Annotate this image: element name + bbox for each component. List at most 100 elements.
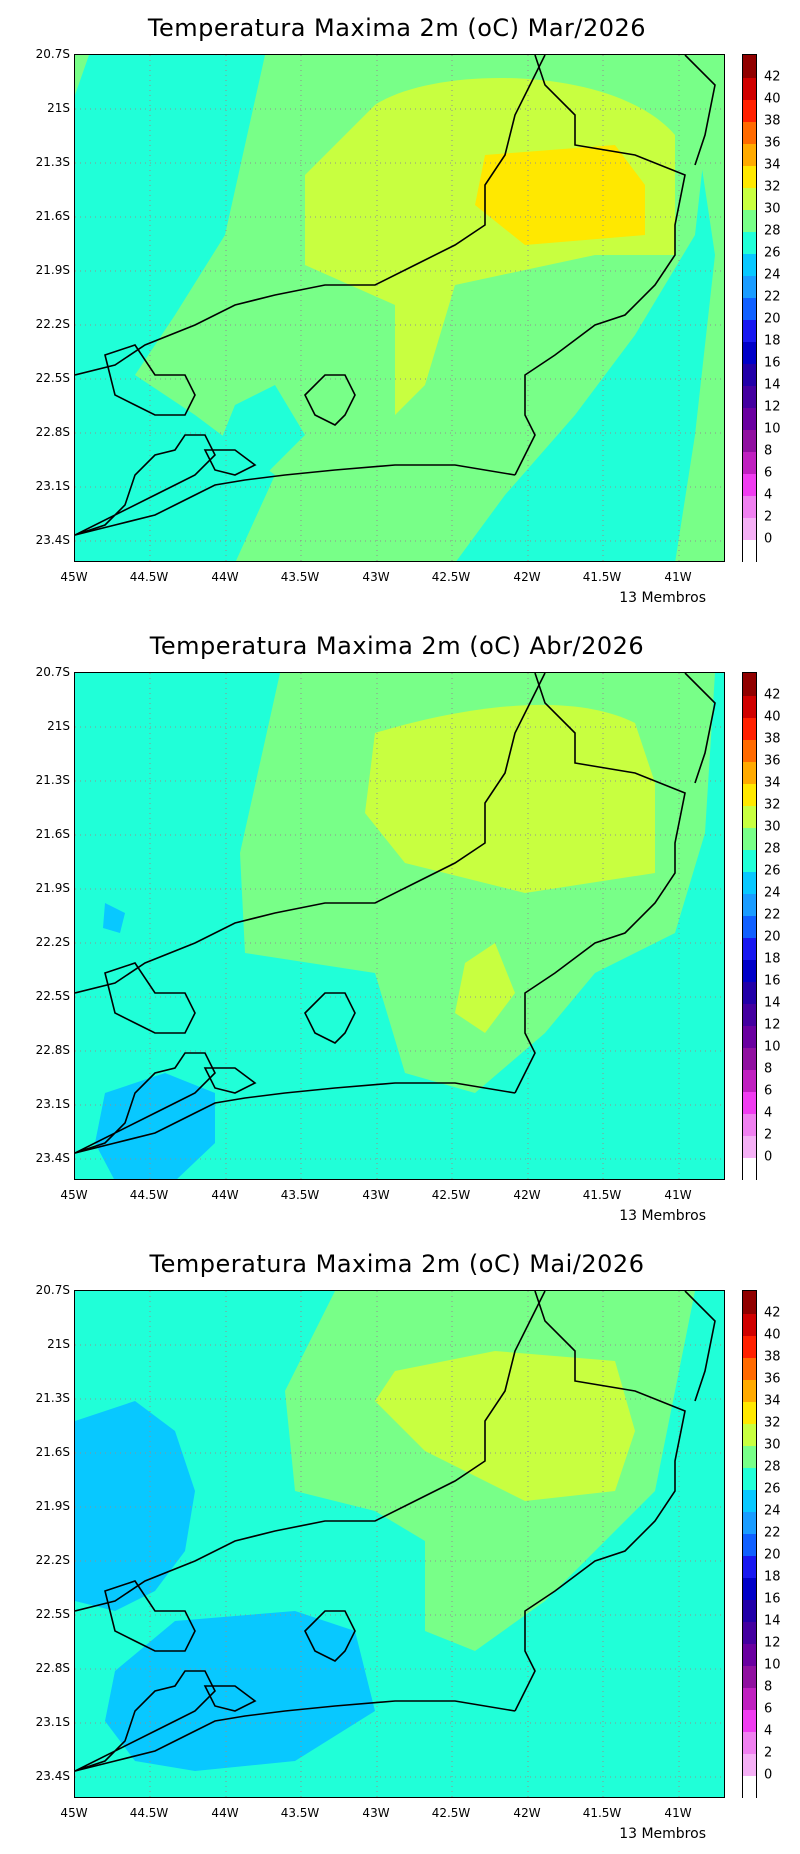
x-tick: 44.5W	[129, 1806, 169, 1820]
colorbar-label: 12	[764, 1635, 781, 1651]
colorbar-label: 40	[764, 1327, 781, 1343]
colorbar-swatch	[743, 1113, 756, 1136]
y-tick: 21S	[47, 101, 70, 115]
colorbar-swatch	[743, 739, 756, 762]
y-tick: 22.8S	[35, 1661, 70, 1675]
colorbar-label: 14	[764, 377, 781, 393]
colorbar-swatch	[743, 231, 756, 254]
colorbar-label: 28	[764, 1459, 781, 1475]
colorbar-swatch	[743, 165, 756, 188]
colorbar-swatch	[743, 981, 756, 1004]
map-panel-mar: Temperatura Maxima 2m (oC) Mar/2026	[0, 0, 800, 618]
x-tick: 44.5W	[129, 570, 169, 584]
colorbar-swatch	[743, 1467, 756, 1490]
colorbar-swatch	[743, 1775, 756, 1798]
x-tick: 43W	[362, 570, 390, 584]
colorbar-label: 30	[764, 201, 781, 217]
colorbar-label: 18	[764, 951, 781, 967]
colorbar-swatch	[743, 1577, 756, 1600]
panel-title: Temperatura Maxima 2m (oC) Mai/2026	[149, 1250, 645, 1278]
colorbar-swatch	[743, 1091, 756, 1114]
colorbar-label: 2	[764, 509, 773, 525]
colorbar-label: 40	[764, 91, 781, 107]
colorbar-swatch	[743, 517, 756, 540]
colorbar-label: 20	[764, 929, 781, 945]
colorbar-swatch	[743, 915, 756, 938]
colorbar	[742, 1290, 757, 1798]
colorbar-swatch	[743, 99, 756, 122]
colorbar-label: 36	[764, 135, 781, 151]
colorbar-swatch	[743, 1621, 756, 1644]
colorbar-swatch	[743, 1643, 756, 1666]
x-tick: 45W	[60, 1806, 88, 1820]
colorbar-swatch	[743, 473, 756, 496]
colorbar-label: 32	[764, 1415, 781, 1431]
x-tick: 41W	[664, 1188, 692, 1202]
colorbar-swatch	[743, 1401, 756, 1424]
y-tick: 23.1S	[35, 1715, 70, 1729]
x-tick: 42W	[513, 1806, 541, 1820]
y-tick: 22.5S	[35, 371, 70, 385]
colorbar-label: 4	[764, 1723, 773, 1739]
colorbar-swatch	[743, 1731, 756, 1754]
coastline	[75, 1291, 716, 1772]
colorbar-swatch	[743, 717, 756, 740]
y-tick: 23.4S	[35, 1769, 70, 1783]
x-tick: 42.5W	[431, 1806, 471, 1820]
colorbar-label: 10	[764, 1039, 781, 1055]
temperature-map	[74, 1290, 725, 1798]
x-tick: 41W	[664, 570, 692, 584]
x-tick: 44.5W	[129, 1188, 169, 1202]
y-tick: 23.1S	[35, 479, 70, 493]
y-tick: 21.6S	[35, 827, 70, 841]
colorbar-label: 24	[764, 1503, 781, 1519]
colorbar-swatch	[743, 827, 756, 850]
colorbar-swatch	[743, 1291, 756, 1314]
members-note: 13 Membros	[619, 1208, 706, 1224]
colorbar-swatch	[743, 1135, 756, 1158]
colorbar-swatch	[743, 429, 756, 452]
x-tick: 43W	[362, 1188, 390, 1202]
y-tick: 23.4S	[35, 533, 70, 547]
y-tick: 21S	[47, 719, 70, 733]
map-panel-abr: Temperatura Maxima 2m (oC) Abr/2026	[0, 618, 800, 1236]
y-tick: 22.5S	[35, 1607, 70, 1621]
colorbar-label: 42	[764, 1305, 781, 1321]
x-tick: 44W	[211, 1806, 239, 1820]
colorbar-swatch	[743, 1709, 756, 1732]
x-tick: 42W	[513, 1188, 541, 1202]
colorbar-swatch	[743, 297, 756, 320]
colorbar	[742, 54, 757, 562]
x-tick: 43W	[362, 1806, 390, 1820]
colorbar-label: 0	[764, 1149, 773, 1165]
colorbar-label: 28	[764, 223, 781, 239]
colorbar-swatch	[743, 959, 756, 982]
colorbar-swatch	[743, 143, 756, 166]
x-tick: 41.5W	[582, 570, 622, 584]
colorbar-label: 38	[764, 731, 781, 747]
y-tick: 22.5S	[35, 989, 70, 1003]
x-tick: 45W	[60, 1188, 88, 1202]
colorbar-label: 14	[764, 1613, 781, 1629]
colorbar-swatch	[743, 341, 756, 364]
coastline	[75, 673, 716, 1154]
colorbar-label: 20	[764, 1547, 781, 1563]
x-tick: 43.5W	[280, 1188, 320, 1202]
colorbar-swatch	[743, 1335, 756, 1358]
colorbar-label: 38	[764, 113, 781, 129]
x-tick: 41W	[664, 1806, 692, 1820]
x-tick: 42.5W	[431, 570, 471, 584]
colorbar-label: 20	[764, 311, 781, 327]
colorbar-label: 22	[764, 289, 781, 305]
colorbar-label: 2	[764, 1745, 773, 1761]
colorbar-label: 16	[764, 1591, 781, 1607]
x-tick: 42W	[513, 570, 541, 584]
colorbar-swatch	[743, 77, 756, 100]
colorbar-swatch	[743, 1687, 756, 1710]
colorbar-label: 0	[764, 531, 773, 547]
colorbar-swatch	[743, 871, 756, 894]
colorbar-swatch	[743, 1533, 756, 1556]
colorbar-label: 6	[764, 465, 773, 481]
colorbar-swatch	[743, 1489, 756, 1512]
colorbar-swatch	[743, 1599, 756, 1622]
